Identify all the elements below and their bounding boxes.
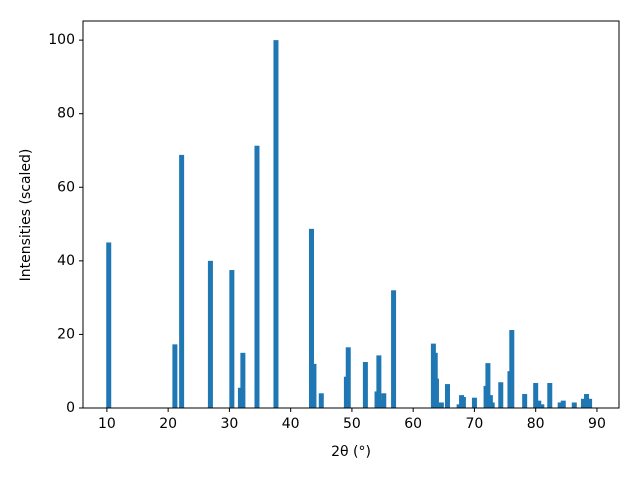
x-tick-label: 40 bbox=[282, 416, 300, 432]
bar bbox=[489, 402, 495, 408]
x-tick-label: 90 bbox=[588, 416, 606, 432]
bar bbox=[254, 145, 260, 408]
bar bbox=[438, 402, 444, 408]
bar bbox=[240, 352, 246, 408]
bar bbox=[179, 154, 185, 408]
x-tick-label: 50 bbox=[343, 416, 361, 432]
bar bbox=[433, 378, 439, 408]
bar bbox=[308, 228, 314, 408]
bar bbox=[580, 398, 586, 408]
y-tick-label: 80 bbox=[57, 106, 75, 122]
bar bbox=[318, 393, 324, 408]
bar bbox=[557, 402, 563, 408]
bar bbox=[345, 347, 351, 408]
x-tick-label: 70 bbox=[466, 416, 484, 432]
bar bbox=[485, 363, 491, 408]
y-tick-label: 40 bbox=[57, 253, 75, 269]
bar bbox=[460, 396, 466, 408]
bar bbox=[381, 393, 387, 408]
bar bbox=[311, 363, 317, 408]
bar bbox=[391, 290, 397, 408]
bar bbox=[172, 344, 178, 408]
y-tick-label: 0 bbox=[66, 400, 75, 416]
bar bbox=[560, 400, 566, 408]
y-tick-label: 20 bbox=[57, 326, 75, 342]
bar bbox=[509, 330, 515, 408]
bar bbox=[362, 362, 368, 408]
x-tick-label: 80 bbox=[527, 416, 545, 432]
bar bbox=[106, 242, 112, 408]
bar bbox=[498, 382, 504, 408]
x-tick-label: 20 bbox=[159, 416, 177, 432]
bar bbox=[587, 398, 593, 408]
x-axis-label: 2θ (°) bbox=[331, 444, 371, 460]
bar bbox=[444, 384, 450, 408]
plot-frame bbox=[82, 20, 620, 409]
bar bbox=[533, 382, 539, 408]
bar bbox=[584, 394, 590, 408]
y-tick-label: 100 bbox=[48, 32, 75, 48]
bar bbox=[229, 270, 235, 408]
bar bbox=[547, 382, 553, 408]
y-tick-label: 60 bbox=[57, 179, 75, 195]
bar bbox=[207, 260, 213, 408]
bar bbox=[522, 394, 528, 408]
y-axis-label: Intensities (scaled) bbox=[18, 149, 34, 282]
bar bbox=[273, 40, 279, 409]
bar bbox=[539, 404, 545, 408]
bar bbox=[487, 395, 493, 408]
bar bbox=[471, 397, 477, 408]
bar bbox=[571, 402, 577, 408]
x-tick-label: 60 bbox=[404, 416, 422, 432]
bar bbox=[536, 400, 542, 408]
x-tick-label: 30 bbox=[220, 416, 238, 432]
bar bbox=[376, 355, 382, 408]
x-tick-label: 10 bbox=[98, 416, 116, 432]
